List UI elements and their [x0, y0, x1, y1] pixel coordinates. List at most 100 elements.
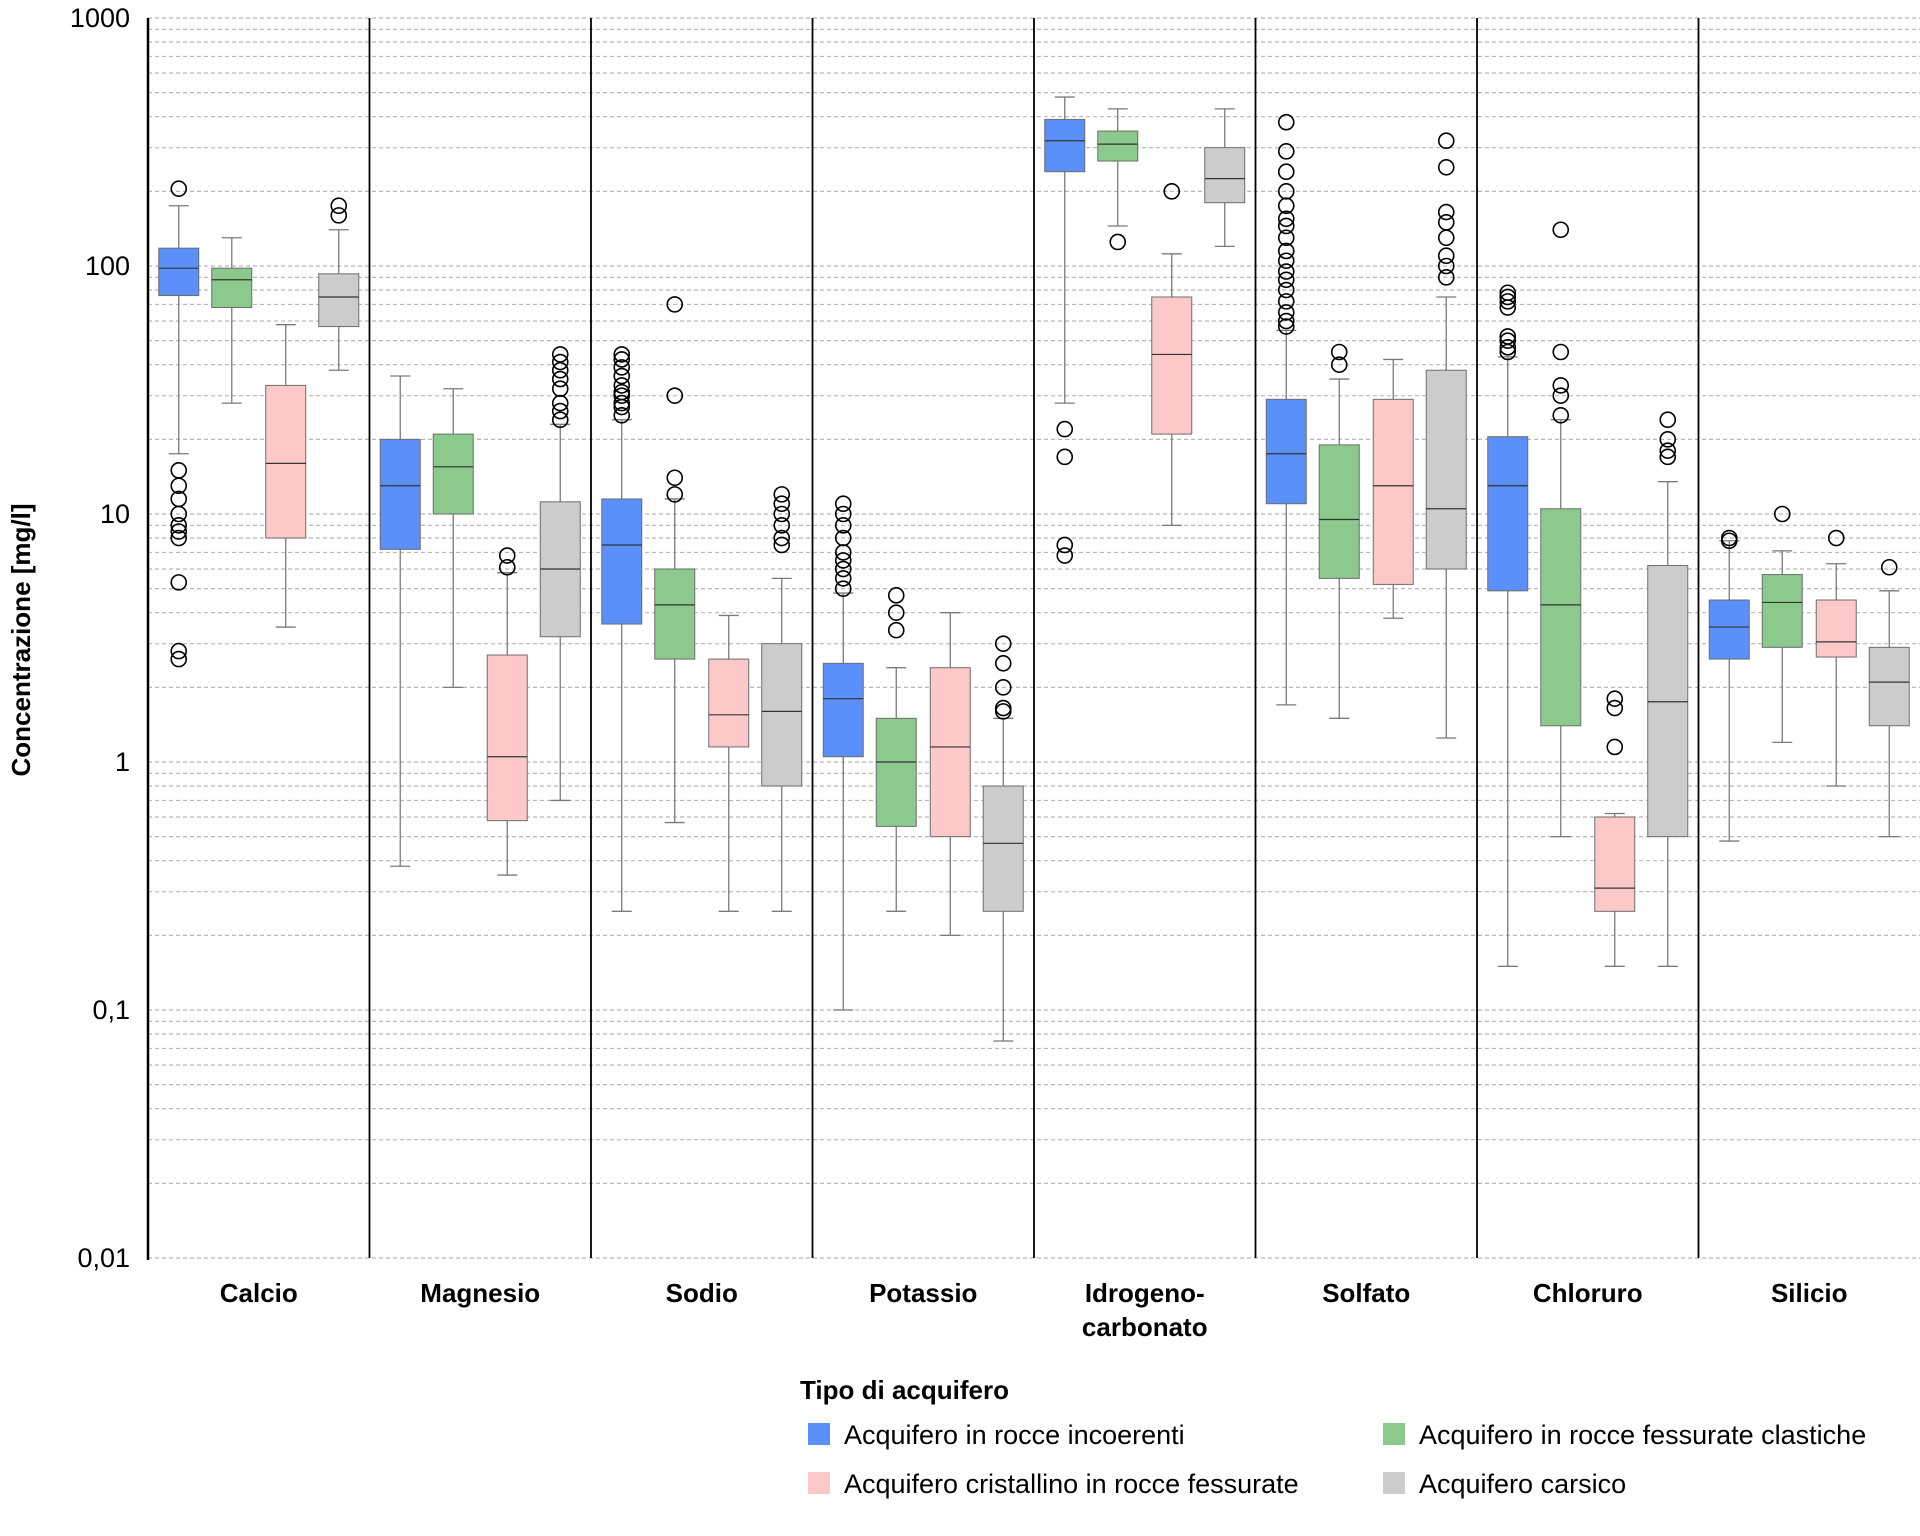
outlier-point: [834, 517, 852, 534]
outlier-point: [666, 486, 684, 503]
box-plot: [1425, 132, 1467, 739]
outlier-point: [1880, 558, 1898, 576]
outlier-point: [551, 411, 569, 429]
outlier-point: [1552, 407, 1570, 424]
outlier-point: [1056, 420, 1074, 438]
outlier-point: [994, 679, 1012, 696]
box-iqr: [708, 658, 750, 748]
outlier-point: [613, 367, 631, 385]
outlier-point: [1552, 221, 1570, 239]
outlier-point: [834, 495, 852, 513]
category-label: Idrogeno-carbonato: [1082, 1278, 1208, 1342]
box-iqr: [379, 438, 421, 550]
box-iqr: [1868, 646, 1910, 727]
outlier-point: [1277, 304, 1295, 321]
outlier-point: [994, 699, 1012, 717]
y-tick-labels: 1000 100 10 1 0,1 0,01: [70, 3, 130, 1273]
outlier-point: [1277, 271, 1295, 289]
outlier-point: [613, 359, 631, 376]
outlier-point: [834, 560, 852, 578]
category-label-line: Silicio: [1771, 1278, 1848, 1308]
box-plot: [432, 388, 474, 688]
outlier-point: [1277, 242, 1295, 260]
category-label: Magnesio: [420, 1278, 540, 1308]
box-iqr: [1647, 564, 1689, 838]
box-iqr: [601, 498, 643, 625]
box-plot: [875, 587, 917, 912]
outlier-point: [773, 505, 791, 523]
outlier-point: [1499, 332, 1517, 349]
outlier-point: [1277, 252, 1295, 270]
outlier-point: [1437, 247, 1455, 265]
box-iqr: [875, 717, 917, 827]
outlier-point: [1437, 269, 1455, 286]
outlier-point: [994, 655, 1012, 672]
outlier-point: [1277, 163, 1295, 181]
box-iqr: [211, 267, 253, 309]
outlier-point: [994, 703, 1012, 720]
outlier-point: [773, 529, 791, 547]
outlier-point: [666, 469, 684, 487]
box-iqr: [1487, 436, 1529, 592]
category-labels: Calcio Magnesio Sodio Potassio Idrogeno-carb…: [220, 1278, 1848, 1342]
box-plot: [982, 635, 1024, 1042]
box-plot: [1204, 108, 1246, 248]
box-plot: [211, 237, 253, 404]
outlier-point: [1606, 738, 1624, 756]
category-label: Solfato: [1322, 1278, 1410, 1308]
legend-swatch: [1383, 1423, 1405, 1445]
outlier-point: [887, 587, 905, 604]
box-iqr: [822, 662, 864, 758]
outlier-point: [773, 536, 791, 554]
box-plot: [1708, 529, 1750, 842]
outlier-point: [170, 529, 188, 547]
box-plot: [539, 346, 581, 802]
outlier-point: [1499, 343, 1517, 361]
outlier-point: [170, 477, 188, 495]
category-label-line: Calcio: [220, 1278, 298, 1308]
box-iqr: [432, 433, 474, 515]
box-iqr: [1815, 599, 1857, 658]
box-iqr: [265, 384, 307, 539]
outlier-point: [1720, 532, 1738, 550]
outlier-point: [1056, 448, 1074, 466]
box-plot: [1761, 505, 1803, 744]
outlier-point: [170, 505, 188, 523]
outlier-point: [170, 650, 188, 668]
box-plot: [1265, 113, 1307, 706]
outlier-point: [551, 380, 569, 398]
box-iqr: [1204, 147, 1246, 204]
outlier-point: [1277, 263, 1295, 280]
outlier-point: [1163, 183, 1181, 200]
box-iqr: [1540, 508, 1582, 727]
outlier-point: [1659, 411, 1677, 429]
box-iqr: [1594, 816, 1636, 912]
outlier-point: [1659, 431, 1677, 448]
outlier-point: [1437, 203, 1455, 221]
outlier-point: [551, 361, 569, 379]
outlier-point: [1437, 257, 1455, 275]
outlier-point: [1277, 210, 1295, 228]
outlier-point: [1437, 229, 1455, 247]
box-iqr: [1044, 118, 1086, 173]
y-tick-label: 1: [115, 747, 130, 777]
outlier-point: [834, 580, 852, 597]
category-label-line: Solfato: [1322, 1278, 1410, 1308]
box-plot: [1044, 96, 1086, 564]
box-plot: [1868, 558, 1910, 838]
box-plot: [654, 296, 696, 824]
box-plot: [379, 375, 421, 867]
outlier-point: [551, 353, 569, 371]
outlier-point: [834, 552, 852, 569]
outlier-point: [1606, 699, 1624, 717]
y-axis-label: Concentrazione [mg/l]: [6, 503, 36, 776]
outlier-point: [1277, 318, 1295, 335]
box-plot: [1097, 108, 1139, 251]
outlier-point: [613, 351, 631, 368]
y-tick-label: 0,01: [77, 1243, 130, 1273]
outlier-point: [1277, 312, 1295, 330]
category-label-line: Chloruro: [1533, 1278, 1643, 1308]
outlier-point: [613, 387, 631, 404]
outlier-point: [613, 377, 631, 394]
outlier-point: [1437, 132, 1455, 150]
